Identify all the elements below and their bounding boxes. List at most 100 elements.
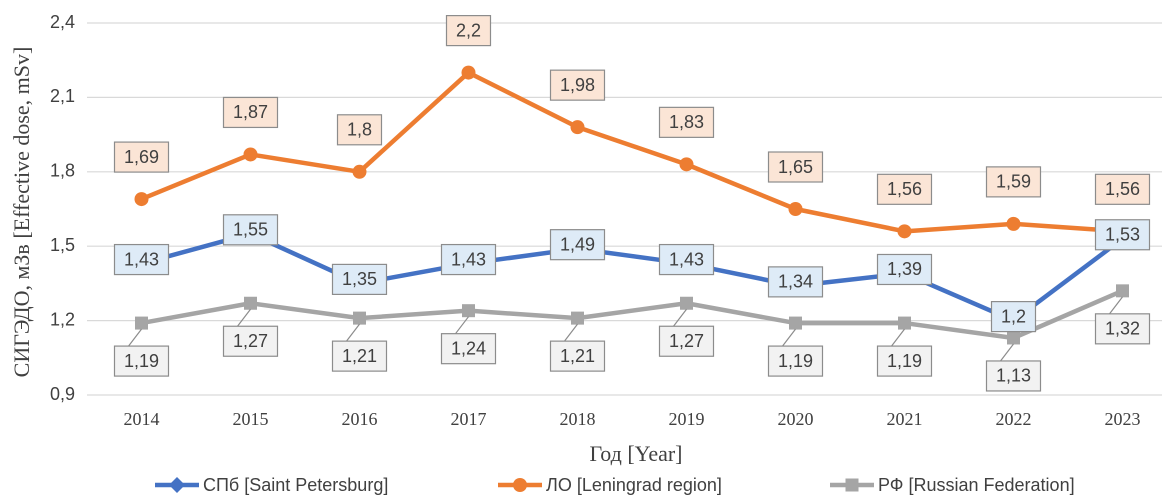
point <box>680 296 693 310</box>
data-label: 1,83 <box>669 112 704 132</box>
callout <box>455 316 469 335</box>
data-label: 1,49 <box>560 234 595 254</box>
callout <box>782 328 796 347</box>
y-axis-title: СИГЭДО, мЗв [Effective dose, mSv] <box>9 47 34 378</box>
point <box>243 147 258 162</box>
data-label: 1,24 <box>451 338 486 358</box>
callout <box>673 308 687 327</box>
series-line <box>141 288 1124 341</box>
label-box <box>113 345 170 377</box>
label-box <box>985 360 1042 392</box>
data-label: 2,2 <box>456 20 481 40</box>
legend-label: РФ [Russian Federation] <box>878 475 1075 495</box>
label-box <box>113 243 170 276</box>
data-label: 1,43 <box>669 249 704 269</box>
point <box>353 311 366 325</box>
point <box>169 477 185 493</box>
label-box <box>440 243 497 276</box>
point <box>897 224 912 239</box>
label-box <box>445 14 492 47</box>
callout <box>1000 343 1014 362</box>
data-label: 1,2 <box>1001 306 1026 326</box>
label-box <box>1094 219 1151 251</box>
point <box>352 164 367 179</box>
label-box <box>549 229 606 261</box>
label-box <box>1094 313 1151 345</box>
y-tick-label: 1,8 <box>50 161 75 181</box>
data-label: 1,55 <box>233 220 268 240</box>
data-label: 1,21 <box>560 346 595 366</box>
data-label: 1,56 <box>887 179 922 199</box>
x-tick-label: 2019 <box>669 409 705 429</box>
point <box>570 120 585 135</box>
callout <box>346 323 360 342</box>
point <box>134 192 149 207</box>
x-tick-label: 2023 <box>1105 409 1141 429</box>
data-label: 1,27 <box>233 331 268 351</box>
point <box>513 478 527 492</box>
callout <box>564 323 578 342</box>
y-tick-label: 0,9 <box>50 384 75 404</box>
point <box>462 304 475 318</box>
data-label: 1,69 <box>124 147 159 167</box>
data-label: 1,59 <box>996 172 1031 192</box>
label-box <box>985 166 1042 198</box>
x-tick-label: 2016 <box>342 409 378 429</box>
data-label: 1,39 <box>887 259 922 279</box>
data-label: 1,43 <box>124 249 159 269</box>
point <box>789 316 802 330</box>
callout <box>128 328 142 347</box>
callout <box>237 308 251 327</box>
series-line <box>140 70 1123 234</box>
label-box <box>658 243 715 276</box>
x-tick-label: 2020 <box>778 409 814 429</box>
label-box <box>331 340 388 372</box>
label-box <box>658 106 715 138</box>
label-box <box>767 151 824 183</box>
y-tick-label: 2,4 <box>50 12 75 32</box>
label-box <box>549 340 606 372</box>
label-box <box>113 141 170 173</box>
data-label: 1,21 <box>342 346 377 366</box>
legend-label: ЛО [Leningrad region] <box>546 475 722 495</box>
legend-label: СПб [Saint Petersburg] <box>203 475 388 495</box>
label-box <box>440 333 497 365</box>
point <box>244 296 257 310</box>
data-label: 1,35 <box>342 269 377 289</box>
data-label: 1,13 <box>996 366 1031 386</box>
point <box>845 478 859 492</box>
label-box <box>876 253 933 286</box>
x-tick-label: 2018 <box>560 409 596 429</box>
data-label: 1,98 <box>560 75 595 95</box>
data-label: 1,19 <box>124 351 159 371</box>
x-tick-label: 2015 <box>233 409 269 429</box>
data-label: 1,19 <box>887 351 922 371</box>
point <box>788 202 803 216</box>
label-box <box>1094 173 1151 205</box>
y-tick-label: 2,1 <box>50 86 75 106</box>
label-box <box>549 69 606 101</box>
label-box <box>222 96 279 129</box>
data-label: 1,56 <box>1105 179 1140 199</box>
x-tick-label: 2022 <box>996 409 1032 429</box>
data-label: 1,43 <box>451 249 486 269</box>
data-label: 1,65 <box>778 157 813 177</box>
label-box <box>331 263 388 295</box>
label-box <box>767 266 824 298</box>
callout <box>891 328 905 347</box>
x-axis-title: Год [Year] <box>589 441 682 466</box>
x-tick-label: 2021 <box>887 409 923 429</box>
data-label: 1,19 <box>778 351 813 371</box>
data-label: 1,27 <box>669 331 704 351</box>
x-tick-label: 2014 <box>124 409 160 429</box>
point <box>1007 331 1020 345</box>
data-label: 1,87 <box>233 102 268 122</box>
point <box>898 316 911 330</box>
data-label: 1,32 <box>1105 319 1140 339</box>
series-line <box>140 231 1124 323</box>
point <box>679 157 694 172</box>
label-box <box>222 325 279 357</box>
label-box <box>222 214 279 246</box>
label-box <box>658 325 715 357</box>
